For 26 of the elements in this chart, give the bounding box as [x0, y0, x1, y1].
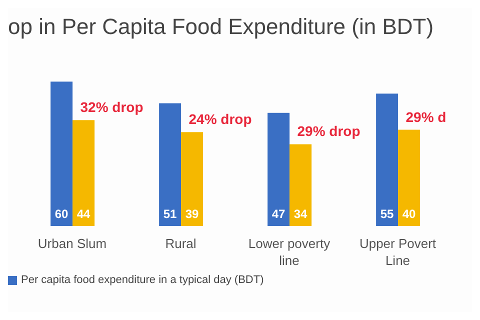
data-label: 40: [402, 207, 416, 221]
annotation: 32% drop: [80, 99, 144, 116]
annotation: 29% d: [406, 108, 446, 125]
x-tick-label: Rural: [165, 236, 196, 251]
bar: [290, 144, 312, 226]
bar: [268, 112, 290, 226]
bar: [50, 82, 73, 226]
data-label: 51: [163, 207, 178, 221]
data-label: 44: [76, 207, 91, 221]
data-label: 60: [54, 207, 69, 221]
bar: [398, 130, 420, 226]
bar: [159, 103, 182, 226]
x-tick-label: Lower poverty line: [248, 236, 331, 268]
x-tick-label: Upper Povert Line: [359, 236, 436, 268]
bar: [181, 132, 204, 226]
legend-label: Per capita food expenditure in a typical day (BDT): [20, 274, 264, 286]
bar: [72, 120, 95, 226]
data-label: 47: [272, 207, 286, 221]
x-tick-label: Urban Slum: [38, 236, 107, 251]
annotation: 29% drop: [297, 123, 360, 140]
data-label: 34: [294, 207, 308, 221]
data-label: 55: [380, 207, 394, 221]
chart-title: op in Per Capita Food Expenditure (in BDT): [8, 13, 435, 40]
annotation: 24% drop: [188, 111, 252, 128]
bar: [376, 94, 398, 226]
data-label: 39: [185, 207, 200, 221]
